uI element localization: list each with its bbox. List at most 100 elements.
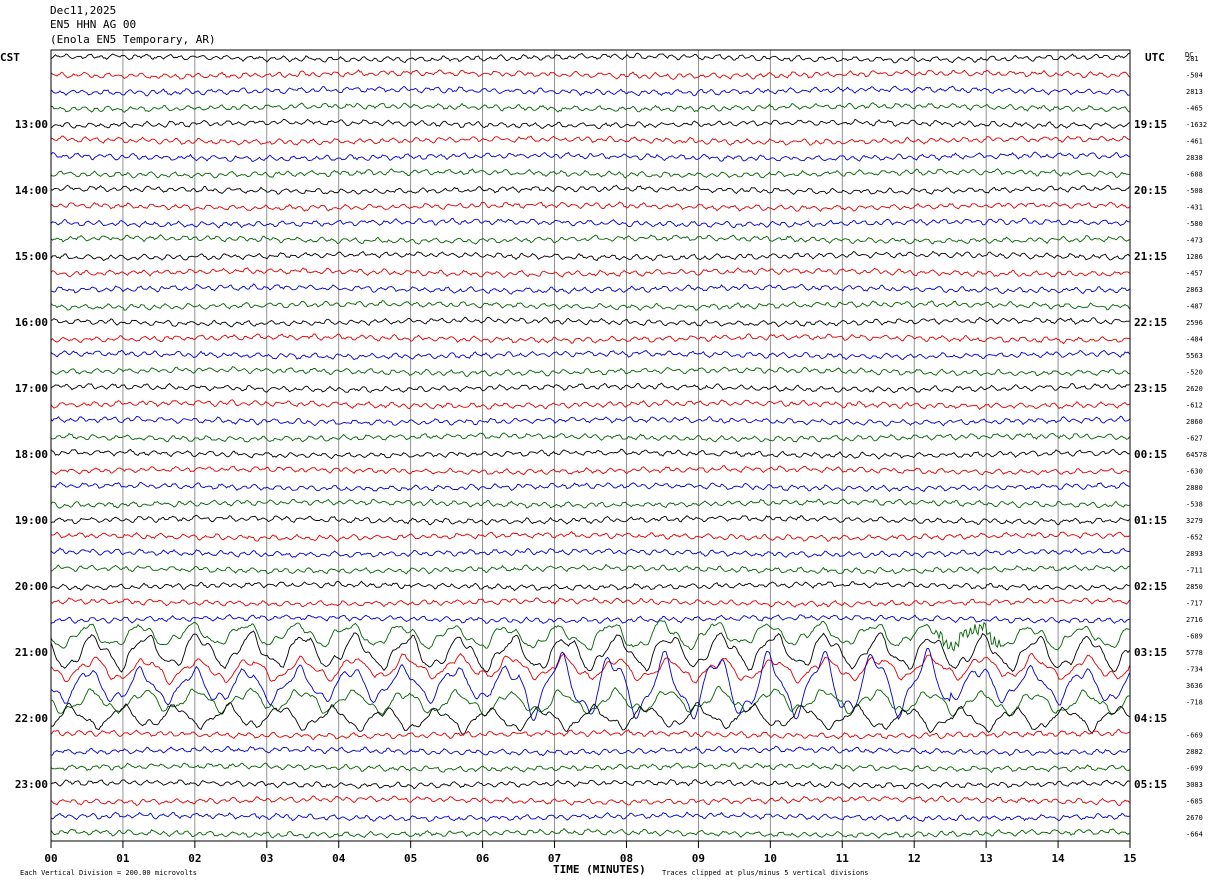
- trace-row: [50, 652, 1130, 686]
- trace-row: [50, 811, 1130, 823]
- x-tick-label: 14: [1051, 852, 1065, 865]
- cst-hour-label: 23:00: [15, 778, 48, 791]
- trace-row: [50, 597, 1130, 608]
- trace-row: [50, 316, 1130, 328]
- trace-row: [50, 795, 1130, 807]
- trace-row: [50, 514, 1130, 526]
- dc-offset: 2863: [1186, 286, 1203, 294]
- dc-offset: -431: [1186, 204, 1203, 212]
- utc-hour-label: 03:15: [1134, 646, 1167, 659]
- dc-offset: -688: [1186, 171, 1203, 179]
- cst-hour-label: 16:00: [15, 316, 48, 329]
- trace-row: [50, 151, 1130, 162]
- dc-offset: -627: [1186, 435, 1203, 443]
- cst-hour-label: 18:00: [15, 448, 48, 461]
- plot-frame: [50, 49, 1131, 842]
- dc-offset: -580: [1186, 220, 1203, 228]
- trace-row: [50, 620, 1130, 652]
- utc-hour-label: 22:15: [1134, 316, 1167, 329]
- x-tick-label: 13: [980, 852, 993, 865]
- dc-offset: -461: [1186, 138, 1203, 146]
- trace-row: [50, 267, 1130, 279]
- dc-offset: -504: [1186, 72, 1203, 80]
- utc-label: UTC: [1145, 51, 1165, 64]
- x-tick-label: 10: [764, 852, 777, 865]
- x-axis-title: TIME (MINUTES): [553, 863, 646, 876]
- dc-offset: -734: [1186, 666, 1203, 674]
- dc-offset: 2620: [1186, 385, 1203, 393]
- dc-offset: -717: [1186, 600, 1203, 608]
- dc-offset: 5563: [1186, 352, 1203, 360]
- dc-offset: 2860: [1186, 418, 1203, 426]
- trace-row: [50, 69, 1130, 81]
- x-tick-label: 05: [404, 852, 417, 865]
- minute-grid: [50, 50, 1131, 841]
- utc-hour-label: 23:15: [1134, 382, 1167, 395]
- utc-hour-label: 01:15: [1134, 514, 1167, 527]
- dc-offset: -669: [1186, 732, 1203, 740]
- dc-offset: -612: [1186, 402, 1203, 410]
- trace-row: [50, 745, 1130, 757]
- dc-offset: 2850: [1186, 583, 1203, 591]
- dc-offset: -664: [1186, 831, 1203, 839]
- x-tick-labels: 00 01 02 03 04 05 06 07 08 09 10 11 12 13 14 15: [44, 841, 1137, 865]
- cst-hour-label: 15:00: [15, 250, 48, 263]
- trace-row: [50, 498, 1130, 509]
- x-tick-label: 11: [836, 852, 850, 865]
- dc-offset: -520: [1186, 369, 1203, 377]
- dc-offset: -1632: [1186, 121, 1207, 129]
- trace-row: [50, 349, 1130, 361]
- trace-row: [50, 432, 1130, 443]
- utc-hour-label: 20:15: [1134, 184, 1167, 197]
- utc-hour-label: 19:15: [1134, 118, 1167, 131]
- trace-row: [50, 118, 1130, 130]
- dc-offset: 3083: [1186, 781, 1203, 789]
- left-hour-labels: 13:00 14:00 15:00 16:00 17:00 18:00 19:00 20:00…: [15, 118, 48, 791]
- trace-row: [50, 547, 1130, 559]
- trace-row: [50, 779, 1130, 790]
- trace-row: [50, 52, 1130, 64]
- header-date: Dec11,2025: [50, 4, 117, 17]
- dc-offset: 281: [1186, 55, 1199, 63]
- trace-row: [50, 102, 1130, 113]
- clip-note: Traces clipped at plus/minus 5 vertical …: [662, 869, 869, 877]
- dc-offset: -689: [1186, 633, 1203, 641]
- cst-hour-label: 22:00: [15, 712, 48, 725]
- trace-row: [50, 530, 1130, 542]
- x-tick-label: 12: [908, 852, 921, 865]
- trace-row: [50, 168, 1130, 179]
- cst-hour-label: 20:00: [15, 580, 48, 593]
- trace-row: [50, 283, 1130, 295]
- trace-row: [50, 728, 1130, 741]
- dc-offset: -487: [1186, 303, 1203, 311]
- dc-offset: 5778: [1186, 649, 1203, 657]
- cst-hour-label: 21:00: [15, 646, 48, 659]
- dc-offset: -699: [1186, 765, 1203, 773]
- utc-hour-label: 05:15: [1134, 778, 1167, 791]
- dc-offset: 64578: [1186, 451, 1207, 459]
- dc-offset: -685: [1186, 798, 1203, 806]
- right-hour-labels: 19:15 20:15 21:15 22:15 23:15 00:15 01:15 02:15…: [1134, 118, 1167, 791]
- dc-offset: -484: [1186, 336, 1203, 344]
- x-tick-label: 15: [1123, 852, 1136, 865]
- trace-row: [50, 85, 1130, 97]
- trace-row: [50, 217, 1130, 229]
- utc-hour-label: 02:15: [1134, 580, 1167, 593]
- trace-row: [50, 415, 1130, 427]
- x-tick-label: 08: [620, 852, 633, 865]
- cst-hour-label: 19:00: [15, 514, 48, 527]
- dc-offset: 2882: [1186, 748, 1203, 756]
- trace-row: [50, 580, 1130, 592]
- utc-hour-label: 04:15: [1134, 712, 1167, 725]
- trace-row: [50, 685, 1130, 717]
- header-channel: EN5 HHN AG 00: [50, 18, 137, 31]
- dc-offset: -711: [1186, 567, 1203, 575]
- vertical-division-note: Each Vertical Division = 200.00 microvol…: [20, 869, 197, 877]
- dc-offset: 2893: [1186, 550, 1203, 558]
- x-tick-label: 03: [260, 852, 273, 865]
- trace-row: [50, 448, 1130, 460]
- trace-row: [50, 827, 1130, 839]
- dc-offset: 3636: [1186, 682, 1203, 690]
- trace-row: [50, 481, 1130, 493]
